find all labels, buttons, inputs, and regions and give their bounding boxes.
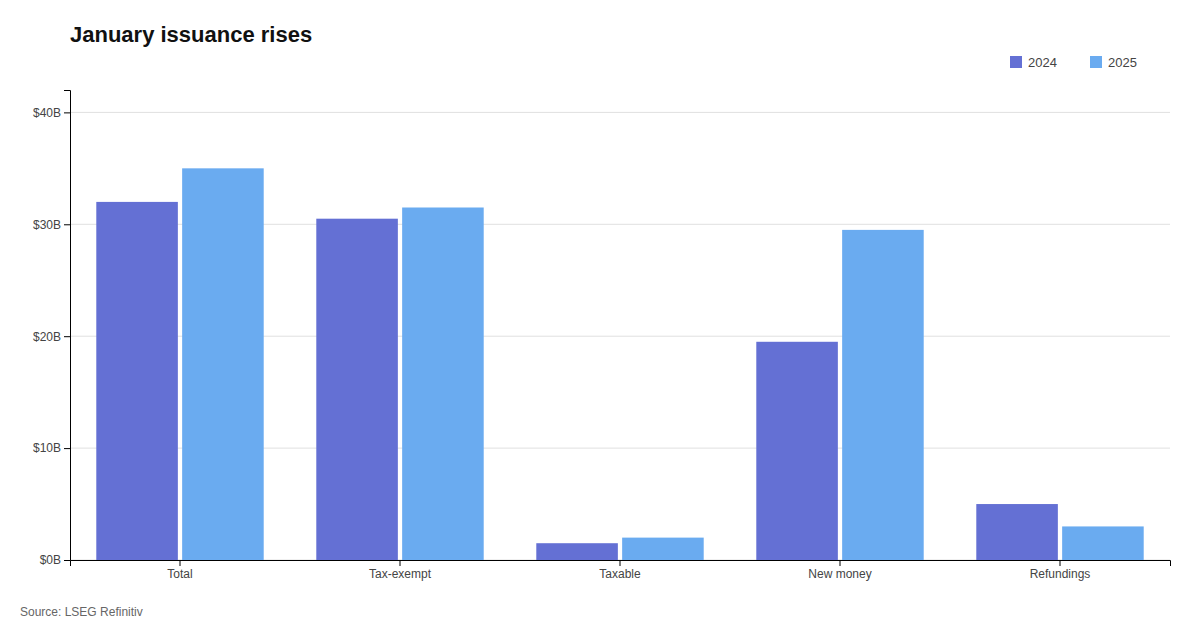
y-tick: $30B <box>33 218 70 232</box>
x-tick: Taxable <box>599 560 641 581</box>
bar <box>182 168 264 560</box>
x-tick: New money <box>808 560 871 581</box>
legend: 2024 2025 <box>1010 55 1137 70</box>
plot-area: $0B $10B $20B $30B $40B Total Tax-exempt Taxabl… <box>33 91 1171 581</box>
x-tick-label: Refundings <box>1030 567 1091 581</box>
y-axis-line <box>64 91 71 561</box>
y-tick-label: $20B <box>33 330 61 344</box>
legend-swatch <box>1090 56 1102 68</box>
y-tick-label: $0B <box>40 553 61 567</box>
x-tick: Total <box>167 560 192 581</box>
y-tick-mark <box>64 336 70 337</box>
y-tick: $10B <box>33 441 70 455</box>
title: January issuance rises <box>70 22 312 47</box>
x-tick-mark <box>840 560 841 566</box>
x-tick: Tax-exempt <box>369 560 432 581</box>
y-tick: $20B <box>33 330 70 344</box>
chart-container: $0B $10B $20B $30B $40B Total Tax-exempt Taxabl… <box>0 0 1200 630</box>
bar <box>842 230 924 560</box>
x-tick-label: Tax-exempt <box>369 567 432 581</box>
bar <box>756 342 838 560</box>
y-tick-mark <box>64 112 70 113</box>
x-tick-mark <box>1060 560 1061 566</box>
x-tick: Refundings <box>1030 560 1091 581</box>
x-tick-label: Total <box>167 567 192 581</box>
legend-swatch <box>1010 56 1022 68</box>
bar-series <box>182 168 1144 560</box>
bar <box>976 504 1058 560</box>
source-note: Source: LSEG Refinitiv <box>20 605 143 619</box>
y-tick: $40B <box>33 106 70 120</box>
grid <box>70 112 1170 560</box>
x-tick-mark <box>180 560 181 566</box>
bar <box>622 538 704 560</box>
y-tick-mark <box>64 560 70 561</box>
x-axis-line <box>71 561 1171 567</box>
x-tick-mark <box>620 560 621 566</box>
bar <box>96 202 178 560</box>
x-tick-label: Taxable <box>599 567 641 581</box>
grid-line <box>70 112 1170 113</box>
bars <box>96 168 1143 560</box>
legend-item: 2025 <box>1090 55 1137 70</box>
legend-label: 2025 <box>1108 55 1137 70</box>
y-tick-label: $10B <box>33 441 61 455</box>
bar <box>316 219 398 560</box>
chart-svg: $0B $10B $20B $30B $40B Total Tax-exempt Taxabl… <box>0 0 1200 630</box>
x-tick-mark <box>400 560 401 566</box>
bar <box>402 208 484 561</box>
bar <box>536 543 618 560</box>
y-axis: $0B $10B $20B $30B $40B <box>33 91 71 568</box>
y-tick: $0B <box>40 553 70 567</box>
y-tick-mark <box>64 224 70 225</box>
y-tick-label: $40B <box>33 106 61 120</box>
x-axis: Total Tax-exempt Taxable New money Refunding… <box>71 560 1171 581</box>
y-tick-mark <box>64 448 70 449</box>
bar <box>1062 526 1144 560</box>
legend-item: 2024 <box>1010 55 1057 70</box>
x-tick-label: New money <box>808 567 871 581</box>
y-tick-label: $30B <box>33 218 61 232</box>
legend-label: 2024 <box>1028 55 1057 70</box>
